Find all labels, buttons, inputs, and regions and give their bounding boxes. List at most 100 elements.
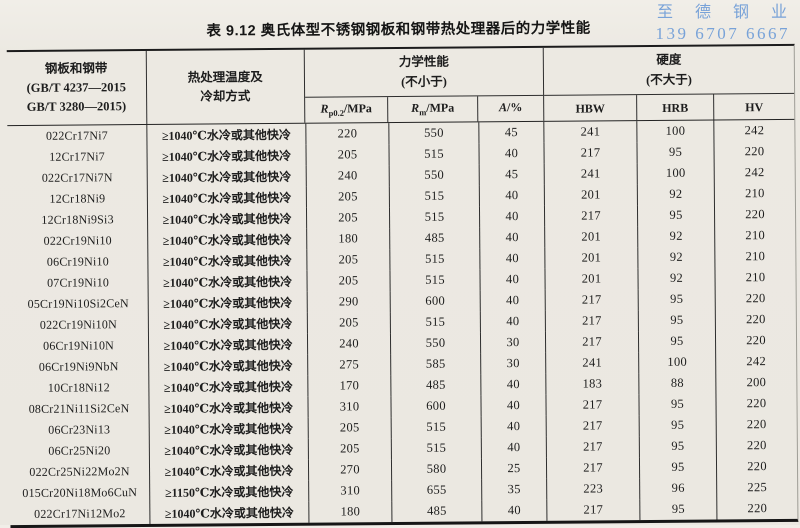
elongation-cell: 40 [479, 142, 545, 165]
elongation-cell: 40 [480, 247, 546, 270]
hbw-cell: 201 [544, 184, 638, 206]
rm-cell: 600 [391, 395, 482, 418]
rp02-cell: 205 [308, 438, 392, 460]
hv-cell: 220 [744, 144, 765, 159]
grade-cell: 10Cr18Ni12 [9, 376, 150, 400]
rm-cell: 485 [390, 227, 481, 250]
rp02-cell: 275 [308, 354, 392, 376]
hv-cell: 242 [744, 123, 765, 138]
header-heat-treatment: 热处理温度及 冷却方式 [146, 49, 306, 124]
hbw-cell: 217 [546, 457, 641, 479]
rm-cell: 515 [389, 206, 481, 229]
rm-cell: 515 [389, 143, 480, 166]
hrb-cell: 92 [637, 183, 715, 206]
grade-cell: 022Cr19Ni10N [8, 313, 149, 337]
hbw-cell: 201 [545, 247, 639, 269]
rm-cell: 515 [391, 437, 482, 460]
hv-cell: 220 [746, 417, 767, 432]
elongation-cell: 25 [481, 457, 548, 480]
header-hbw: HBW [544, 95, 638, 121]
elongation-cell: 40 [481, 373, 547, 396]
grade-cell: 12Cr17Ni7 [7, 145, 148, 169]
hbw-cell: 217 [544, 205, 639, 227]
rp02-cell: 180 [307, 228, 391, 250]
header-group-hardness: 硬度 (不大于) HBW HRB HV [543, 45, 795, 121]
header-steel-grade-line3: GB/T 3280—2015) [26, 99, 127, 114]
supplier-watermark: 至 德 钢 业 139 6707 6667 [656, 3, 791, 44]
rm-cell: 515 [390, 269, 481, 292]
header-rm: Rm/MPa [388, 96, 479, 123]
grade-cell: 05Cr19Ni10Si2CeN [8, 292, 149, 316]
rp02-cell: 310 [308, 396, 392, 418]
hbw-cell: 201 [545, 226, 639, 248]
hrb-cell: 95 [637, 204, 716, 227]
hbw-cell: 241 [544, 121, 638, 143]
grade-cell: 12Cr18Ni9Si3 [7, 208, 149, 232]
mechanical-title-text: 力学性能 [398, 54, 449, 70]
hv-cell: 210 [744, 186, 765, 201]
rm-cell: 550 [390, 332, 482, 355]
hv-cell: 200 [746, 375, 767, 390]
header-steel-grade-line2: (GB/T 4237—2015 [26, 80, 127, 96]
rp02-cell: 180 [309, 501, 393, 523]
hv-cell: 220 [746, 333, 766, 348]
grade-cell: 022Cr19Ni10 [8, 229, 149, 253]
rp02-cell: 205 [307, 270, 391, 292]
treatment-cell: ≥1040℃水冷或其他快冷 [147, 165, 307, 188]
rp02-cell: 205 [306, 186, 390, 208]
hv-cell: 220 [745, 207, 765, 222]
rm-cell: 550 [389, 122, 480, 145]
elongation-cell: 45 [479, 163, 545, 186]
rm-cell: 515 [389, 185, 480, 208]
treatment-cell: ≥1150℃水冷或其他快冷 [150, 480, 310, 503]
rp02-cell: 170 [308, 375, 392, 397]
rp02-cell: 205 [306, 144, 390, 166]
treatment-cell: ≥1040℃水冷或其他快冷 [149, 375, 309, 398]
rm-cell: 580 [391, 458, 483, 481]
hbw-cell: 217 [545, 310, 639, 332]
treatment-cell: ≥1040℃水冷或其他快冷 [149, 396, 309, 419]
hv-cell: 242 [746, 354, 767, 369]
rp02-cell: 220 [306, 123, 390, 145]
elongation-cell: 40 [479, 205, 546, 228]
grade-cell: 06Cr19Ni9NbN [9, 355, 150, 379]
header-mechanical-title: 力学性能 (不小于) [304, 47, 544, 98]
hbw-cell: 217 [544, 142, 638, 164]
elongation-cell: 40 [481, 436, 547, 459]
rm-cell: 515 [391, 416, 482, 439]
elongation-cell: 40 [481, 394, 547, 417]
hbw-cell: 217 [547, 499, 641, 521]
treatment-cell: ≥1040℃水冷或其他快冷 [148, 333, 309, 356]
rm-cell: 515 [390, 311, 481, 334]
grade-cell: 06Cr19Ni10 [8, 250, 149, 274]
elongation-cell: 45 [479, 121, 545, 144]
grade-cell: 06Cr23Ni13 [9, 418, 150, 442]
treatment-cell: ≥1040℃水冷或其他快冷 [149, 438, 309, 461]
treatment-cell: ≥1040℃水冷或其他快冷 [148, 228, 308, 251]
elongation-cell: 40 [479, 184, 545, 207]
grade-cell: 12Cr18Ni9 [7, 187, 148, 211]
treatment-cell: ≥1040℃水冷或其他快冷 [147, 123, 307, 146]
hrb-cell: 96 [640, 477, 718, 500]
hrb-cell: 95 [640, 498, 718, 521]
rp02-cell: 240 [306, 165, 390, 187]
elongation-cell: 30 [480, 331, 547, 354]
treatment-cell: ≥1040℃水冷或其他快冷 [148, 312, 308, 335]
hbw-cell: 217 [546, 394, 640, 416]
hbw-cell: 201 [545, 268, 639, 290]
header-elongation: A/% [498, 100, 523, 115]
hrb-cell: 100 [637, 120, 715, 143]
hv-cell: 220 [746, 396, 767, 411]
hv-cell: 242 [744, 165, 765, 180]
elongation-cell: 40 [482, 499, 548, 522]
elongation-cell: 30 [481, 352, 547, 375]
treatment-cell: ≥1040℃水冷或其他快冷 [147, 186, 307, 209]
treatment-cell: ≥1040℃水冷或其他快冷 [149, 417, 309, 440]
treatment-cell: ≥1040℃水冷或其他快冷 [147, 207, 308, 230]
treatment-cell: ≥1040℃水冷或其他快冷 [149, 459, 310, 482]
grade-cell: 06Cr25Ni20 [9, 439, 150, 463]
hbw-cell: 217 [546, 415, 640, 437]
mechanical-subtitle-text: (不小于) [401, 74, 447, 89]
rp02-cell: 205 [307, 312, 391, 334]
watermark-company-name: 至 德 钢 业 [656, 4, 796, 21]
